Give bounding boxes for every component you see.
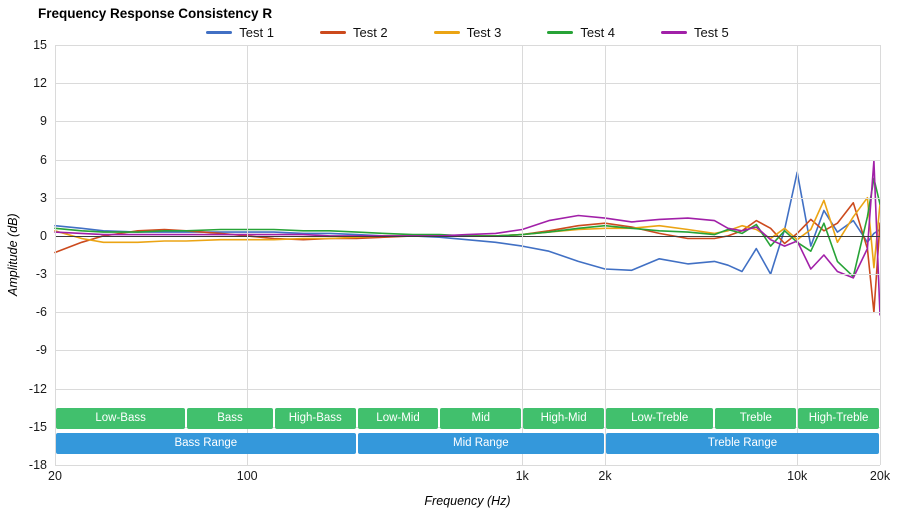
plot-area: Low-Bass Bass High-Bass Low-Mid Mid High-Mid L… [54, 45, 881, 466]
x-tick-label: 20k [869, 469, 891, 483]
zero-db-line [55, 235, 880, 237]
series-line-test-2 [54, 202, 881, 314]
legend-label: Test 5 [694, 24, 729, 40]
y-tick-label: 3 [40, 190, 47, 205]
v-grid-line [522, 45, 524, 465]
chart-title: Frequency Response Consistency R [38, 6, 273, 21]
h-grid-line [55, 465, 880, 466]
freq-band-high-bass: High-Bass [274, 407, 356, 429]
y-tick-label: -6 [35, 305, 47, 320]
legend-item-test-3[interactable]: Test 3 [433, 24, 502, 40]
legend-swatch-icon [206, 30, 233, 34]
h-grid-line [55, 45, 880, 46]
series-line-test-1 [54, 171, 881, 275]
y-tick-label: -12 [28, 381, 47, 396]
v-grid-line [605, 45, 606, 465]
v-grid-line [797, 45, 799, 465]
freq-band-treble: Treble [715, 407, 797, 429]
legend-item-test-4[interactable]: Test 4 [547, 25, 615, 40]
legend-label: Test 3 [466, 24, 502, 40]
h-grid-line [55, 121, 880, 123]
series-lines [54, 160, 881, 316]
y-tick-label: -3 [35, 267, 47, 282]
x-tick-label: 10k [787, 469, 808, 483]
freq-band-bass: Bass [187, 407, 273, 429]
v-grid-line [880, 45, 881, 465]
x-tick-label: 2k [598, 469, 612, 483]
y-axis-title: Amplitude (dB) [6, 213, 20, 297]
freq-band-low-mid: Low-Mid [357, 407, 439, 429]
y-tick-label: -18 [28, 458, 47, 472]
legend-swatch-icon [319, 30, 346, 34]
h-grid-line [55, 274, 880, 276]
h-grid-line [55, 159, 880, 161]
v-grid-line [247, 45, 249, 465]
y-tick-label: -9 [35, 343, 47, 358]
legend-swatch-icon [433, 30, 460, 34]
x-tick-label: 20 [48, 469, 62, 483]
freq-band-low-treble: Low-Treble [606, 407, 714, 429]
series-line-test-4 [54, 177, 881, 278]
freq-range-mid-range: Mid Range [357, 432, 604, 454]
legend-label: Test 1 [239, 24, 274, 40]
h-grid-line [55, 83, 880, 85]
h-grid-line [55, 312, 880, 314]
legend: Test 1 Test 2 Test 3 Test 4 Test 5 [55, 22, 880, 42]
y-tick-label: 15 [33, 38, 47, 52]
freq-range-bass-range: Bass Range [56, 432, 356, 454]
v-grid-line [55, 45, 56, 465]
freq-band-low-bass: Low-Bass [56, 407, 186, 429]
h-grid-line [55, 350, 880, 352]
legend-label: Test 4 [580, 24, 616, 40]
freq-band-high-mid: High-Mid [523, 407, 604, 429]
freq-range-treble-range: Treble Range [606, 432, 879, 454]
legend-label: Test 2 [352, 24, 388, 40]
y-tick-label: -15 [28, 419, 47, 434]
y-tick-label: 0 [40, 228, 47, 243]
h-grid-line [55, 197, 880, 199]
y-tick-label: 9 [40, 114, 47, 129]
freq-band-mid: Mid [440, 407, 522, 429]
h-grid-line [55, 388, 880, 390]
legend-item-test-5[interactable]: Test 5 [661, 25, 729, 40]
x-tick-label: 1k [515, 469, 529, 483]
legend-swatch-icon [661, 30, 688, 34]
y-tick-label: 6 [40, 152, 47, 167]
legend-item-test-2[interactable]: Test 2 [319, 24, 388, 40]
legend-item-test-1[interactable]: Test 1 [206, 25, 274, 40]
series-line-test-5 [54, 160, 881, 316]
legend-swatch-icon [547, 30, 574, 34]
x-axis-title: Frequency (Hz) [424, 494, 511, 508]
y-tick-label: 12 [33, 76, 47, 91]
x-tick-label: 100 [236, 469, 258, 483]
freq-band-high-treble: High-Treble [798, 407, 879, 429]
